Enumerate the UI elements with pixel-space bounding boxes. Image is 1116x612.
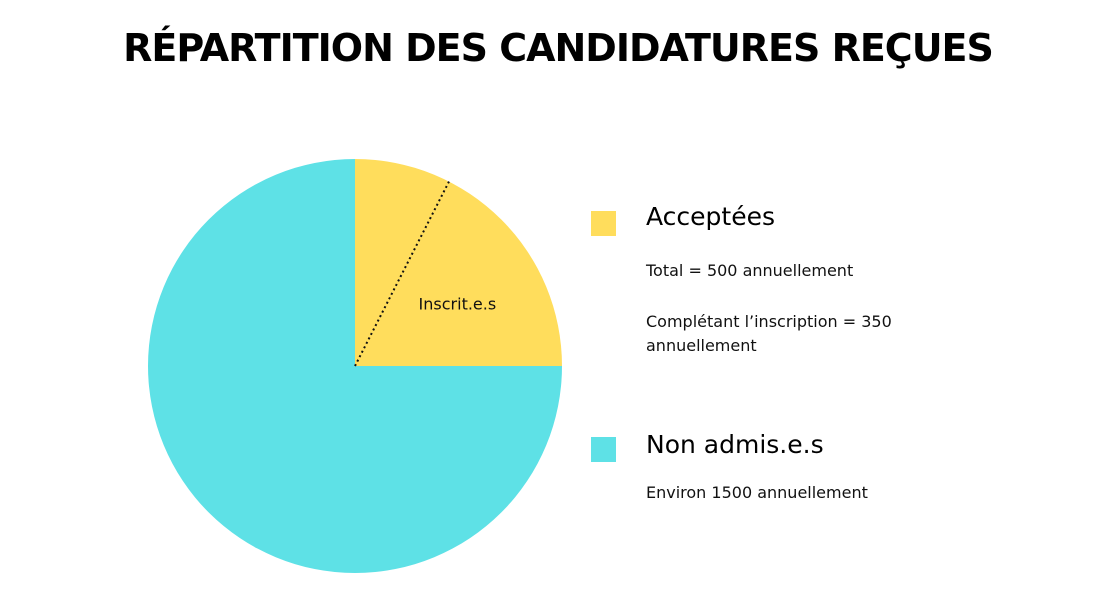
legend-note-inscription: Complétant l’inscription = 350 annuellem… — [646, 312, 892, 355]
legend-swatch-non-admis — [591, 437, 616, 462]
pie-slice-acceptees — [355, 159, 562, 366]
inscrits-slice-label: Inscrit.e.s — [419, 294, 497, 313]
legend-label-non-admis: Non admis.e.s — [646, 430, 824, 459]
legend-note-total: Total = 500 annuellement — [646, 261, 854, 280]
legend-note-environ: Environ 1500 annuellement — [646, 483, 868, 502]
chart-title: RÉPARTITION DES CANDIDATURES REÇUES — [123, 26, 994, 70]
legend-swatch-acceptees — [591, 211, 616, 236]
legend-label-acceptees: Acceptées — [646, 202, 775, 231]
